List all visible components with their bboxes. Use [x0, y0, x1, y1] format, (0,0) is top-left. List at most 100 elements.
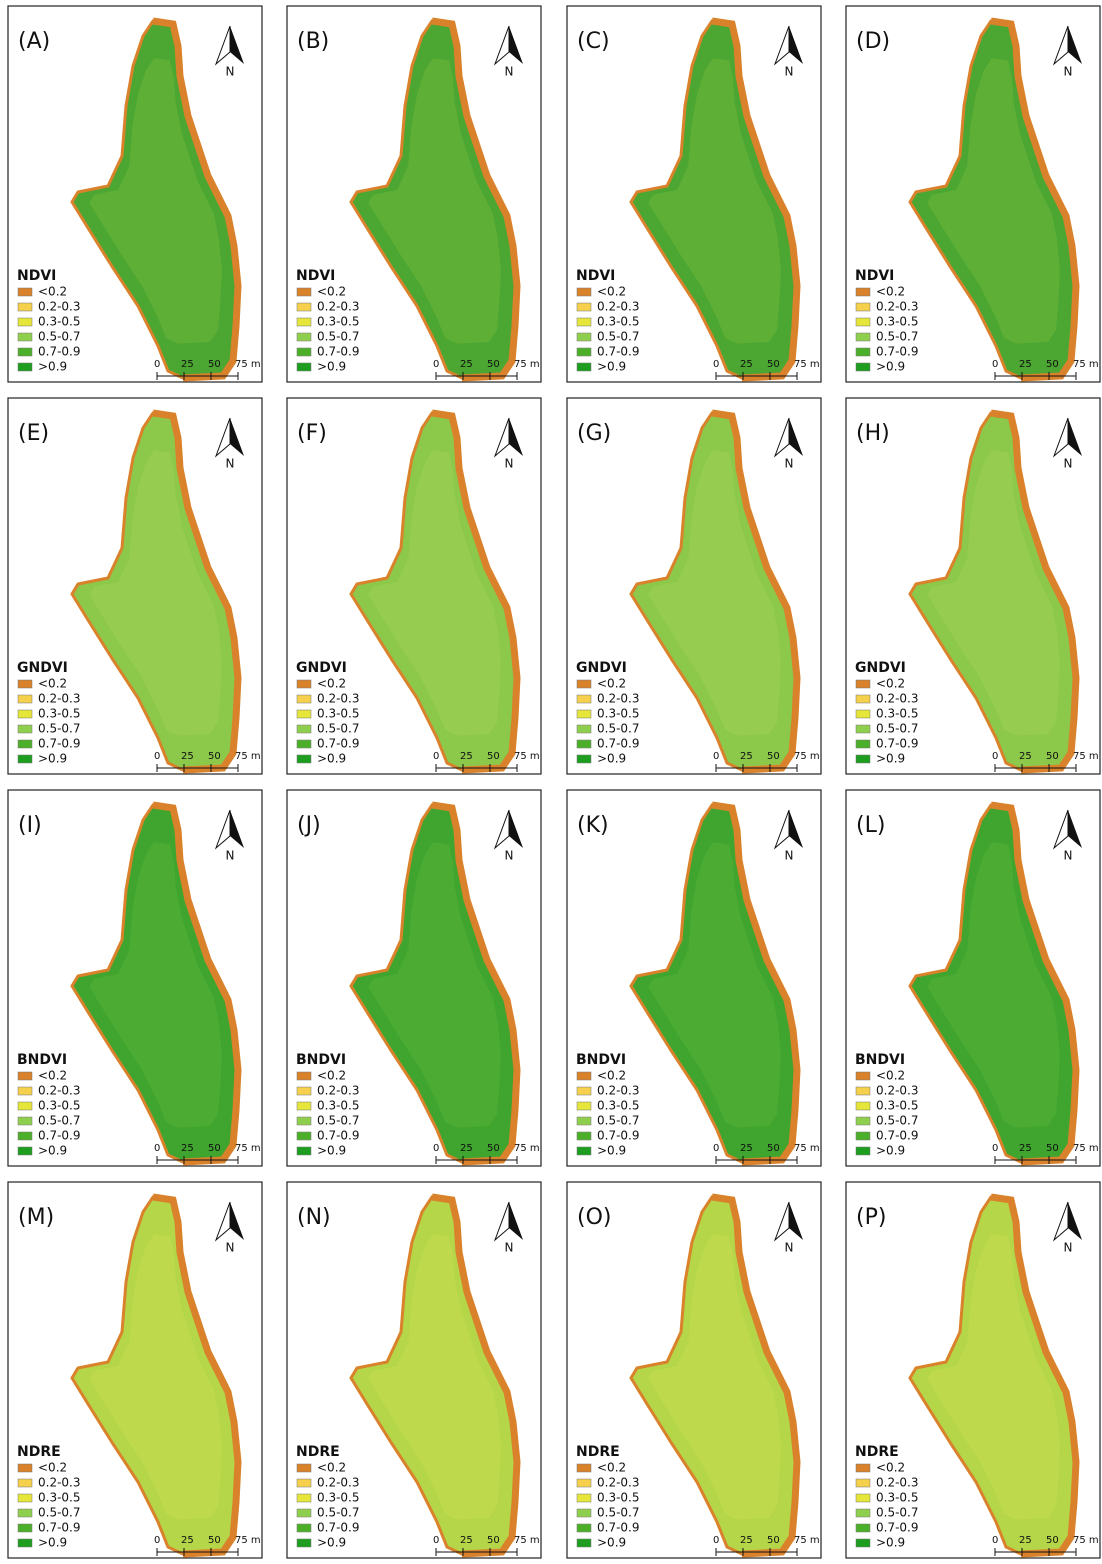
scale-label: 75 m — [235, 1535, 261, 1546]
scale-label: 25 — [460, 1143, 473, 1154]
scale-label: 50 — [487, 359, 500, 370]
scale-label: 0 — [433, 751, 439, 762]
scale-label: 75 m — [235, 1143, 261, 1154]
legend-label: <0.2 — [597, 1461, 626, 1475]
panel-label: (P) — [856, 1205, 886, 1230]
legend-title: NDRE — [855, 1444, 899, 1460]
map-panel: (L)NBNDVI<0.20.2-0.30.3-0.50.5-0.70.7-0.… — [846, 790, 1100, 1166]
scale-label: 0 — [992, 359, 998, 370]
legend-swatch — [18, 363, 32, 371]
legend-swatch — [18, 725, 32, 733]
north-label: N — [785, 849, 794, 863]
scale-label: 50 — [487, 1535, 500, 1546]
scale-label: 0 — [992, 751, 998, 762]
legend-swatch — [856, 303, 870, 311]
legend-swatch — [577, 1072, 591, 1080]
scale-label: 75 m — [1073, 751, 1099, 762]
legend-label: 0.7-0.9 — [317, 345, 360, 359]
legend-swatch — [577, 1539, 591, 1547]
map-panel: (J)NBNDVI<0.20.2-0.30.3-0.50.5-0.70.7-0.… — [287, 790, 541, 1166]
map-panel: (O)NNDRE<0.20.2-0.30.3-0.50.5-0.70.7-0.9… — [567, 1182, 821, 1558]
legend-label: 0.3-0.5 — [876, 1491, 919, 1505]
legend-label: 0.7-0.9 — [876, 1129, 919, 1143]
legend-label: <0.2 — [38, 1461, 67, 1475]
scale-label: 25 — [460, 1535, 473, 1546]
scale-label: 0 — [433, 1535, 439, 1546]
panel-label: (O) — [577, 1205, 611, 1230]
panel-label: (D) — [856, 29, 890, 54]
scale-label: 75 m — [514, 1143, 540, 1154]
legend-label: >0.9 — [597, 752, 626, 766]
scale-label: 75 m — [514, 1535, 540, 1546]
legend-label: <0.2 — [317, 677, 346, 691]
panel-label: (J) — [297, 813, 321, 838]
legend-label: 0.2-0.3 — [317, 1476, 360, 1490]
scale-label: 50 — [487, 1143, 500, 1154]
legend-swatch — [577, 1464, 591, 1472]
scale-label: 50 — [487, 751, 500, 762]
legend-label: 0.7-0.9 — [38, 345, 81, 359]
legend-label: 0.5-0.7 — [38, 330, 81, 344]
legend-label: 0.5-0.7 — [317, 1506, 360, 1520]
legend-label: 0.2-0.3 — [317, 300, 360, 314]
legend-swatch — [297, 1147, 311, 1155]
north-label: N — [785, 1241, 794, 1255]
legend-label: 0.3-0.5 — [38, 707, 81, 721]
legend-swatch — [856, 725, 870, 733]
legend-label: >0.9 — [876, 1536, 905, 1550]
scale-label: 75 m — [794, 1143, 820, 1154]
panel-label: (H) — [856, 421, 890, 446]
legend-swatch — [18, 695, 32, 703]
legend-swatch — [577, 1524, 591, 1532]
legend-label: 0.3-0.5 — [38, 315, 81, 329]
scale-label: 50 — [1046, 751, 1059, 762]
scale-label: 25 — [181, 1535, 194, 1546]
legend-swatch — [577, 318, 591, 326]
legend-label: <0.2 — [876, 1069, 905, 1083]
north-label: N — [1064, 457, 1073, 471]
legend-swatch — [18, 333, 32, 341]
legend-swatch — [856, 1539, 870, 1547]
legend-swatch — [856, 363, 870, 371]
legend-label: 0.3-0.5 — [597, 1491, 640, 1505]
scale-label: 50 — [208, 1143, 221, 1154]
legend-swatch — [856, 1072, 870, 1080]
legend-label: 0.2-0.3 — [38, 1476, 81, 1490]
legend-swatch — [18, 1132, 32, 1140]
legend-swatch — [577, 1132, 591, 1140]
legend-swatch — [856, 1102, 870, 1110]
legend-swatch — [297, 318, 311, 326]
scale-label: 50 — [208, 1535, 221, 1546]
scale-label: 75 m — [1073, 1143, 1099, 1154]
legend-swatch — [577, 1494, 591, 1502]
legend-swatch — [297, 1524, 311, 1532]
north-label: N — [226, 849, 235, 863]
panel-label: (N) — [297, 1205, 331, 1230]
legend-label: 0.5-0.7 — [876, 1506, 919, 1520]
legend-label: 0.5-0.7 — [597, 1114, 640, 1128]
legend-swatch — [856, 318, 870, 326]
legend-swatch — [18, 710, 32, 718]
legend-swatch — [856, 710, 870, 718]
legend-swatch — [297, 695, 311, 703]
north-label: N — [1064, 65, 1073, 79]
legend-label: 0.2-0.3 — [38, 300, 81, 314]
scale-label: 25 — [460, 359, 473, 370]
legend-swatch — [18, 1479, 32, 1487]
legend-label: 0.7-0.9 — [876, 737, 919, 751]
map-panel: (B)NNDVI<0.20.2-0.30.3-0.50.5-0.70.7-0.9… — [287, 6, 541, 382]
scale-label: 75 m — [794, 1535, 820, 1546]
legend-label: 0.2-0.3 — [876, 692, 919, 706]
scale-label: 50 — [767, 1535, 780, 1546]
legend-swatch — [856, 695, 870, 703]
panel-label: (E) — [18, 421, 49, 446]
legend-label: 0.5-0.7 — [597, 330, 640, 344]
legend-swatch — [577, 363, 591, 371]
scale-label: 25 — [460, 751, 473, 762]
legend-swatch — [18, 1524, 32, 1532]
panel-label: (B) — [297, 29, 329, 54]
panel-label: (C) — [577, 29, 610, 54]
legend-swatch — [577, 740, 591, 748]
legend-label: 0.5-0.7 — [317, 330, 360, 344]
legend-title: BNDVI — [855, 1052, 905, 1068]
